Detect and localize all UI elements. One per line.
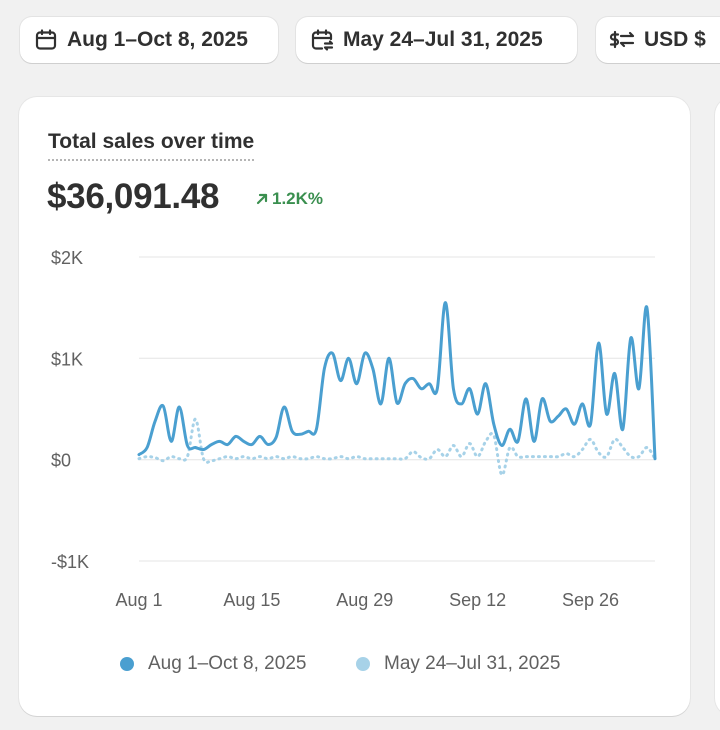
- x-tick-label: Aug 29: [336, 590, 393, 610]
- calendar-compare-icon: [310, 28, 334, 52]
- x-tick-label: Aug 1: [115, 590, 162, 610]
- currency-picker[interactable]: USD $: [596, 17, 720, 63]
- compare-range-label: May 24–Jul 31, 2025: [343, 28, 543, 51]
- legend-label-compare: May 24–Jul 31, 2025: [384, 653, 561, 674]
- current-range-label: Aug 1–Oct 8, 2025: [67, 28, 248, 51]
- current-range-picker[interactable]: Aug 1–Oct 8, 2025: [20, 17, 278, 63]
- y-tick-label: $1K: [51, 349, 83, 369]
- series-line-current: [137, 301, 657, 461]
- sales-line-chart[interactable]: $2K $1K $0 -$1K Aug 1 Aug 15 Aug 29 Sep 12 Sep 2…: [19, 97, 690, 637]
- y-tick-label: -$1K: [51, 552, 89, 572]
- change-value: 1.2K%: [272, 189, 324, 208]
- total-sales-card: Total sales over time $36,091.48 1.2K% $…: [19, 97, 690, 716]
- card-title[interactable]: Total sales over time: [48, 130, 255, 161]
- currency-swap-icon: [609, 28, 635, 52]
- legend-dot-current: [120, 657, 134, 671]
- legend-dot-compare: [356, 657, 370, 671]
- legend-label-current: Aug 1–Oct 8, 2025: [148, 653, 307, 674]
- y-tick-label: $0: [51, 451, 71, 471]
- arrow-up-right-icon: [256, 193, 268, 205]
- calendar-icon: [34, 28, 58, 52]
- x-tick-label: Sep 12: [449, 590, 506, 610]
- total-sales-value: $36,091.48: [47, 177, 220, 216]
- currency-label: USD $: [644, 28, 706, 51]
- legend-item-current[interactable]: Aug 1–Oct 8, 2025: [120, 653, 306, 675]
- adjacent-card: [715, 97, 720, 716]
- y-tick-label: $2K: [51, 248, 83, 268]
- legend-item-compare[interactable]: May 24–Jul 31, 2025: [356, 653, 560, 675]
- compare-range-picker[interactable]: May 24–Jul 31, 2025: [296, 17, 577, 63]
- x-tick-label: Aug 15: [223, 590, 280, 610]
- series-line-compare: [137, 417, 657, 477]
- change-badge: 1.2K%: [256, 189, 323, 209]
- x-tick-label: Sep 26: [562, 590, 619, 610]
